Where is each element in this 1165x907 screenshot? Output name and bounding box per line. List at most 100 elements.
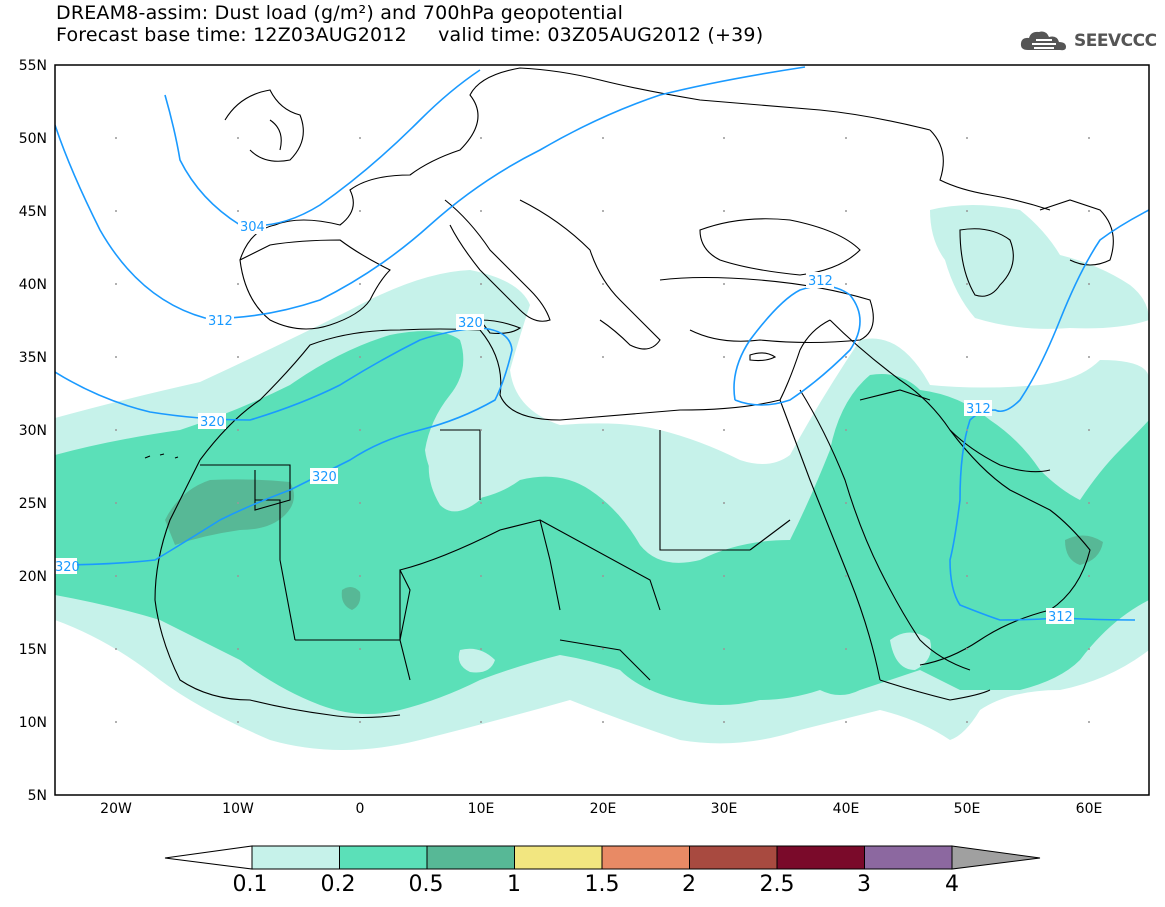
graticule-dot — [237, 429, 239, 431]
dust-region-light — [458, 648, 495, 673]
lat-label: 35N — [19, 350, 47, 366]
colorbar-labels: 0.1 0.2 0.5 1 1.5 2 2.5 3 4 — [233, 872, 960, 897]
contour-304 — [164, 69, 481, 227]
graticule-dot — [602, 502, 604, 504]
graticule-dot — [115, 721, 117, 723]
dust-region-dark — [165, 479, 294, 545]
graticule-dot — [1088, 137, 1090, 139]
logo-text: SEEVCCC — [1074, 31, 1157, 51]
colorbar-label: 4 — [945, 872, 959, 897]
graticule-dot — [359, 429, 361, 431]
contour-label-312: 312 — [808, 274, 833, 289]
graticule-dot — [237, 648, 239, 650]
colorbar-box — [514, 845, 603, 870]
dust-region-light — [428, 410, 500, 512]
graticule-dot — [966, 721, 968, 723]
colorbar-box — [776, 845, 865, 870]
graticule-dot — [359, 721, 361, 723]
graticule-dot — [237, 356, 239, 358]
graticule-dot — [115, 648, 117, 650]
graticule-dot — [966, 137, 968, 139]
graticule-dot — [602, 356, 604, 358]
colorbar: 0.1 0.2 0.5 1 1.5 2 2.5 3 4 — [164, 845, 1041, 897]
graticule-dot — [845, 283, 847, 285]
lat-label: 50N — [19, 131, 47, 147]
colorbar-label: 2.5 — [760, 872, 795, 897]
graticule-dot — [723, 648, 725, 650]
colorbar-label: 1.5 — [585, 872, 620, 897]
graticule-dot — [359, 210, 361, 212]
lon-label: 30E — [711, 801, 738, 817]
graticule-dot — [115, 210, 117, 212]
colorbar-box — [864, 845, 953, 870]
graticule-dot — [480, 210, 482, 212]
graticule-dot — [237, 137, 239, 139]
graticule-dot — [115, 575, 117, 577]
contour-label-320: 320 — [312, 470, 337, 485]
contour-label-320: 320 — [458, 316, 483, 331]
lon-label: 10W — [222, 801, 254, 817]
graticule-dot — [480, 137, 482, 139]
graticule-dot — [480, 648, 482, 650]
graticule-dot — [845, 429, 847, 431]
colorbar-box — [339, 845, 428, 870]
graticule-dot — [480, 502, 482, 504]
graticule-dot — [1088, 429, 1090, 431]
graticule-dot — [845, 210, 847, 212]
colorbar-box — [601, 845, 690, 870]
graticule-dot — [723, 283, 725, 285]
contour-312-west — [55, 66, 806, 319]
colorbar-label: 0.1 — [233, 872, 268, 897]
graticule-dot — [115, 502, 117, 504]
map-frame — [54, 64, 1150, 796]
lat-label: 40N — [19, 277, 47, 293]
contour-labels: 304 312 320 320 320 320 312 312 312 — [55, 218, 1074, 625]
coastlines — [144, 67, 1114, 719]
graticule-dot — [966, 283, 968, 285]
colorbar-arrow-left — [164, 845, 253, 870]
contour-312-arabia — [949, 209, 1149, 621]
lat-label: 5N — [28, 788, 47, 804]
contour-label-320: 320 — [55, 560, 80, 575]
graticule-dot — [602, 429, 604, 431]
lat-label: 30N — [19, 423, 47, 439]
lat-label: 20N — [19, 569, 47, 585]
graticule-dot — [602, 283, 604, 285]
lon-label: 0 — [356, 801, 365, 817]
graticule-dot — [480, 356, 482, 358]
graticule-dot — [359, 356, 361, 358]
graticule-dot — [1088, 721, 1090, 723]
graticule-dot — [602, 137, 604, 139]
colorbar-boxes — [251, 845, 953, 870]
graticule-dot — [723, 137, 725, 139]
graticule-dot — [1088, 502, 1090, 504]
map-title: DREAM8-assim: Dust load (g/m²) and 700hP… — [56, 2, 624, 24]
graticule-dot — [359, 137, 361, 139]
lat-label: 25N — [19, 496, 47, 512]
graticule-dot — [723, 721, 725, 723]
colorbar-label: 2 — [682, 872, 696, 897]
graticule-dot — [723, 575, 725, 577]
colorbar-box — [426, 845, 515, 870]
graticule-dot — [966, 502, 968, 504]
graticule-dot — [966, 575, 968, 577]
graticule-dot — [845, 502, 847, 504]
forecast-time: Forecast base time: 12Z03AUG2012 valid t… — [56, 24, 764, 46]
geopotential-contours — [55, 66, 1149, 621]
graticule-dot — [602, 721, 604, 723]
graticule-dot — [359, 575, 361, 577]
graticule-dot — [480, 283, 482, 285]
graticule-dot — [966, 429, 968, 431]
contour-312-east — [733, 285, 861, 406]
graticule-dot — [237, 283, 239, 285]
lon-label: 50E — [954, 801, 981, 817]
graticule-dot — [480, 721, 482, 723]
graticule-dot — [966, 356, 968, 358]
graticule-dot — [237, 210, 239, 212]
graticule-dot — [723, 210, 725, 212]
graticule-dot — [359, 502, 361, 504]
graticule-dot — [966, 210, 968, 212]
dust-region-medium — [55, 331, 1149, 714]
graticule-dot — [966, 648, 968, 650]
